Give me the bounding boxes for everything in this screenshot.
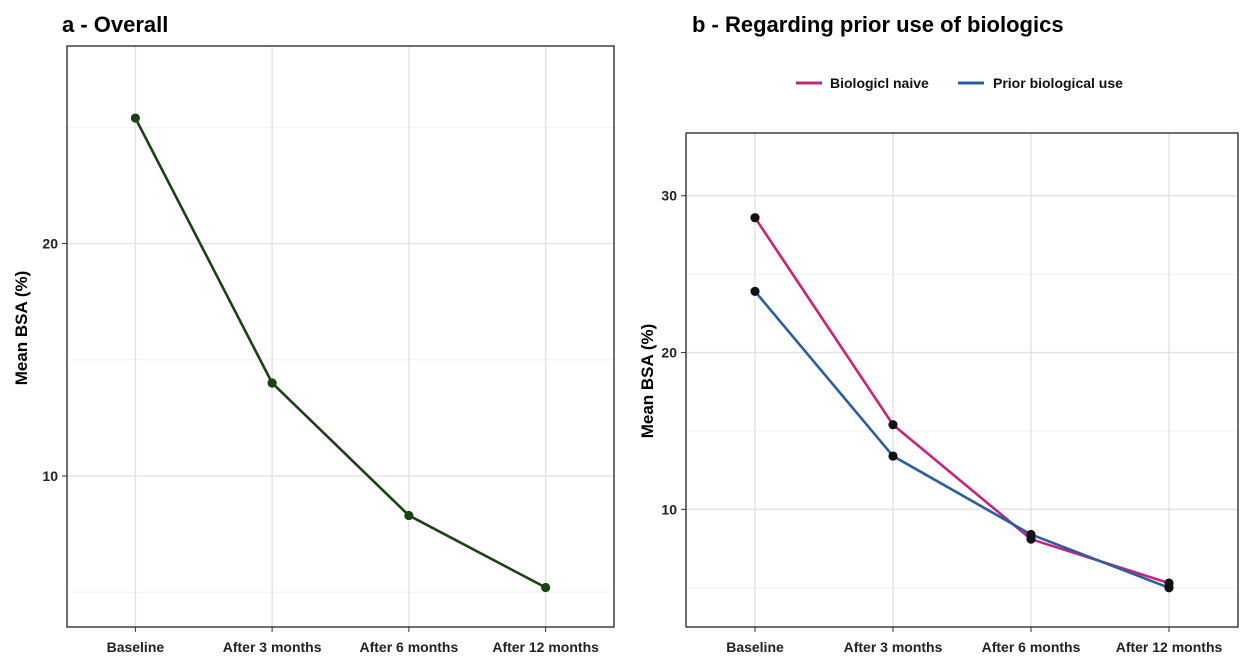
legend-label-prior-biological-use: Prior biological use bbox=[993, 75, 1123, 91]
panel-b-title: b - Regarding prior use of biologics bbox=[692, 12, 1064, 37]
panel-a-x-tick-label-after-6-months: After 6 months bbox=[359, 639, 458, 655]
panel-b-x-tick-label-baseline: Baseline bbox=[726, 639, 784, 655]
panel-a-y-tick-label-10: 10 bbox=[42, 468, 58, 484]
panel-b-series-line-biologicl-naive bbox=[753, 216, 1170, 585]
panel-b-x-tick-label-after-6-months: After 6 months bbox=[982, 639, 1081, 655]
panel-a-y-axis-title: Mean BSA (%) bbox=[12, 271, 31, 386]
panel-b-point-biologicl-naive-after-3-months bbox=[888, 420, 898, 430]
panel-a-x-tick-label-after-3-months: After 3 months bbox=[223, 639, 322, 655]
panel-b-legend: Biologicl naive Prior biological use bbox=[796, 75, 1123, 91]
panel-a-x-tick-label-baseline: Baseline bbox=[107, 639, 165, 655]
panel-b-y-tick-label-10: 10 bbox=[661, 501, 677, 517]
panel-b-y-tick-label-30: 30 bbox=[661, 188, 677, 204]
panel-a-point-s0-after-3-months bbox=[267, 378, 277, 388]
panel-b-point-prior-biological-use-after-6-months bbox=[1026, 529, 1036, 540]
panel-b-point-prior-biological-use-after-3-months bbox=[888, 451, 898, 461]
panel-b-point-prior-biological-use-after-12-months bbox=[1164, 583, 1174, 593]
panel-b-x-tick-label-after-3-months: After 3 months bbox=[844, 639, 943, 655]
panel-a-series-line-0 bbox=[134, 117, 547, 589]
panel-b-series-line-prior-biological-use bbox=[754, 290, 1170, 590]
panel-b-y-tick-label-20: 20 bbox=[661, 345, 677, 361]
panel-a-point-s0-baseline bbox=[130, 113, 140, 123]
panel-a-point-s0-after-6-months bbox=[404, 510, 414, 521]
panel-b-x-tick-label-after-12-months: After 12 months bbox=[1116, 639, 1223, 655]
panel-b-point-prior-biological-use-baseline bbox=[750, 286, 760, 296]
panel-a-x-tick-label-after-12-months: After 12 months bbox=[492, 639, 599, 655]
panel-b-point-biologicl-naive-baseline bbox=[750, 213, 760, 223]
panel-a-overall: a - Overall 10 20 Baseline After 3 months Af… bbox=[12, 12, 615, 655]
legend-label-biologic-naive: Biologicl naive bbox=[830, 75, 929, 91]
panel-b-plot-area: 10 20 30 Baseline After 3 months After 6 mont… bbox=[661, 132, 1239, 655]
panel-b-prior-biologics: b - Regarding prior use of biologics Bio… bbox=[638, 12, 1239, 655]
panel-a-y-tick-label-20: 20 bbox=[42, 236, 58, 252]
panel-a-panel-border bbox=[66, 45, 615, 628]
panel-b-panel-border bbox=[685, 132, 1239, 628]
panel-a-point-s0-after-12-months bbox=[541, 582, 551, 593]
panel-a-plot-area: 10 20 Baseline After 3 months After 6 months… bbox=[42, 45, 615, 655]
panel-b-y-axis-title: Mean BSA (%) bbox=[638, 324, 657, 439]
panel-a-title: a - Overall bbox=[62, 12, 168, 37]
